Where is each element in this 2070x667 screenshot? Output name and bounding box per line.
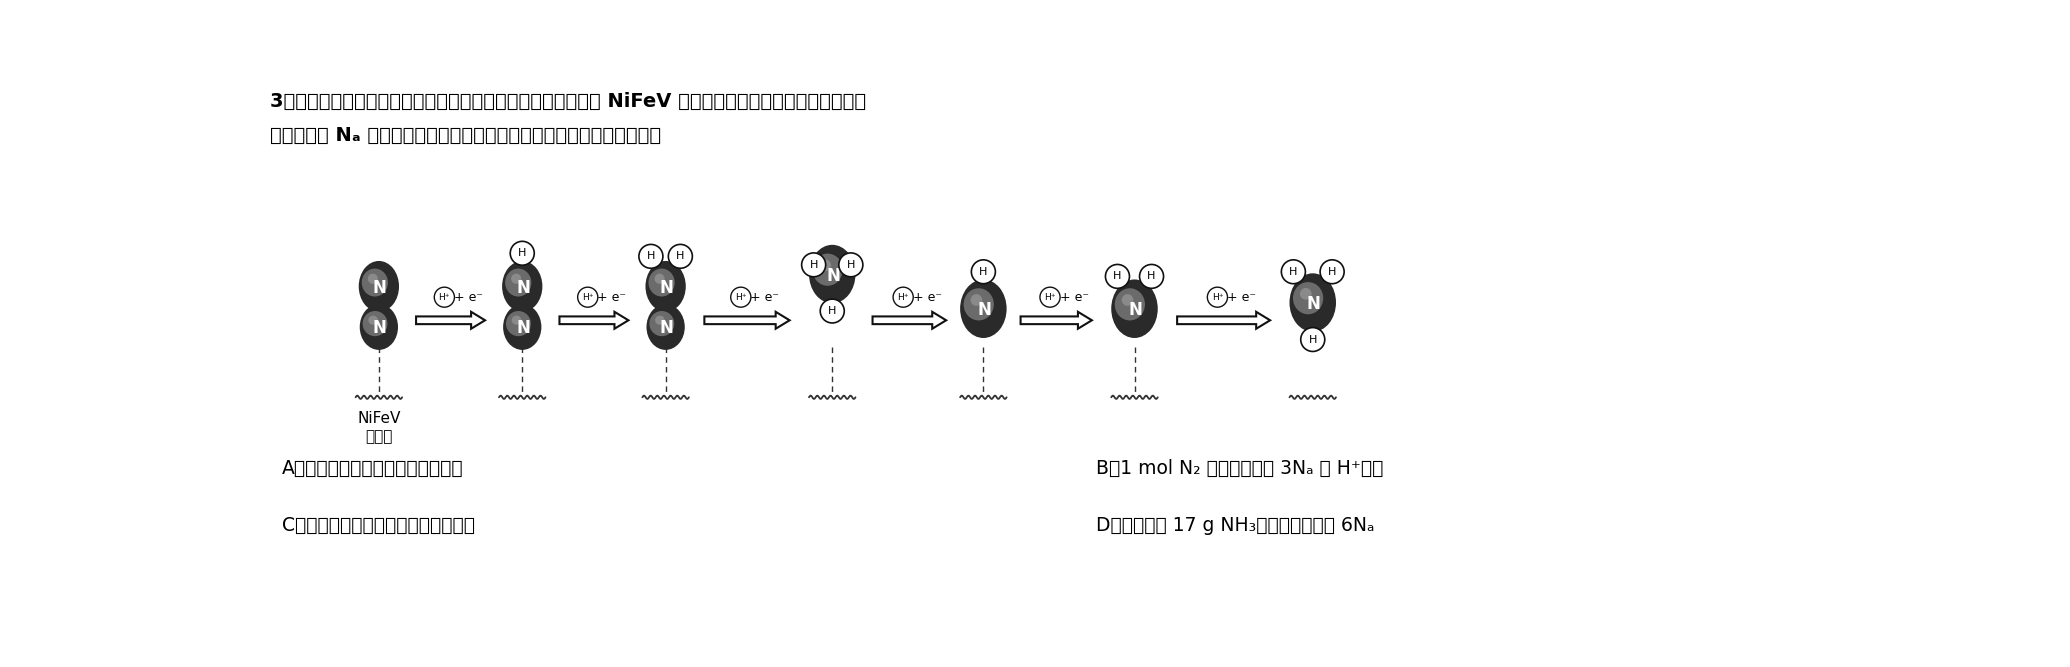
Text: + e⁻: + e⁻ — [1060, 291, 1089, 303]
Circle shape — [640, 244, 662, 268]
Circle shape — [892, 287, 913, 307]
Text: B．1 mol N₂ 反应最多消耗 3Nₐ 个 H⁺离子: B．1 mol N₂ 反应最多消耗 3Nₐ 个 H⁺离子 — [1095, 460, 1383, 478]
Text: H: H — [1147, 271, 1155, 281]
Text: N: N — [660, 279, 673, 297]
Ellipse shape — [1290, 273, 1335, 331]
Text: H: H — [809, 260, 818, 270]
Ellipse shape — [368, 273, 379, 284]
Text: + e⁻: + e⁻ — [913, 291, 942, 303]
Ellipse shape — [362, 269, 387, 297]
Text: H: H — [1308, 335, 1317, 345]
Ellipse shape — [1294, 282, 1323, 314]
Text: N: N — [826, 267, 840, 285]
Ellipse shape — [368, 315, 379, 325]
Ellipse shape — [809, 245, 855, 303]
Text: H⁺: H⁺ — [582, 293, 594, 301]
Text: N: N — [373, 319, 387, 338]
Ellipse shape — [505, 269, 532, 297]
Text: H: H — [1114, 271, 1122, 281]
Circle shape — [509, 241, 534, 265]
Text: N: N — [515, 319, 530, 338]
Ellipse shape — [965, 288, 994, 320]
Circle shape — [838, 253, 863, 277]
FancyArrow shape — [416, 311, 484, 329]
Text: 示意图。设 Nₐ 为阿佛加德罗常数的值。关于该电催化过程叙述正确的是: 示意图。设 Nₐ 为阿佛加德罗常数的值。关于该电催化过程叙述正确的是 — [271, 125, 662, 145]
Ellipse shape — [1112, 279, 1157, 338]
Text: H: H — [1290, 267, 1298, 277]
Text: N: N — [1128, 301, 1143, 319]
Text: N: N — [515, 279, 530, 297]
Text: NiFeV: NiFeV — [358, 411, 402, 426]
Circle shape — [820, 299, 845, 323]
FancyArrow shape — [559, 311, 629, 329]
Text: N: N — [977, 301, 992, 319]
Text: H⁺: H⁺ — [735, 293, 747, 301]
Text: A．该反应是在强碱性条件下进行的: A．该反应是在强碱性条件下进行的 — [282, 460, 464, 478]
Text: H: H — [979, 267, 987, 277]
Text: N: N — [1306, 295, 1321, 313]
Circle shape — [1321, 260, 1343, 283]
Text: H⁺: H⁺ — [439, 293, 449, 301]
Circle shape — [801, 253, 826, 277]
Text: 催化剂: 催化剂 — [364, 430, 393, 445]
Text: N: N — [660, 319, 673, 338]
Ellipse shape — [646, 261, 685, 311]
Text: D．每当产生 17 g NH₃，转移电子数为 6Nₐ: D．每当产生 17 g NH₃，转移电子数为 6Nₐ — [1095, 516, 1374, 536]
Ellipse shape — [1122, 294, 1134, 305]
Ellipse shape — [1300, 288, 1312, 299]
Ellipse shape — [511, 273, 522, 284]
Ellipse shape — [820, 259, 830, 271]
Text: H⁺: H⁺ — [1043, 293, 1056, 301]
Circle shape — [435, 287, 455, 307]
Text: N: N — [373, 279, 387, 297]
Circle shape — [1281, 260, 1306, 283]
Text: + e⁻: + e⁻ — [453, 291, 482, 303]
Ellipse shape — [646, 304, 685, 350]
Text: H: H — [847, 260, 855, 270]
Text: C．反应中间产物为不同的氮氢化合物: C．反应中间产物为不同的氮氢化合物 — [282, 516, 474, 536]
FancyArrow shape — [1178, 311, 1271, 329]
Text: + e⁻: + e⁻ — [749, 291, 778, 303]
Circle shape — [1039, 287, 1060, 307]
Ellipse shape — [503, 304, 542, 350]
Text: H⁺: H⁺ — [898, 293, 909, 301]
Text: 3、近期，我国研究人员报道了温和条件下实现固氮的一类三元 NiFeV 催化剂，下图为其电催化固氮的机理: 3、近期，我国研究人员报道了温和条件下实现固氮的一类三元 NiFeV 催化剂，下… — [271, 91, 867, 111]
Text: H: H — [646, 251, 654, 261]
Circle shape — [669, 244, 691, 268]
FancyArrow shape — [704, 311, 789, 329]
FancyArrow shape — [1021, 311, 1091, 329]
Circle shape — [1105, 264, 1130, 288]
Circle shape — [1141, 264, 1163, 288]
Ellipse shape — [648, 269, 675, 297]
Ellipse shape — [654, 315, 664, 325]
Text: + e⁻: + e⁻ — [1228, 291, 1256, 303]
Ellipse shape — [360, 304, 397, 350]
Ellipse shape — [971, 294, 981, 305]
Circle shape — [1207, 287, 1228, 307]
Text: H: H — [1329, 267, 1337, 277]
Circle shape — [971, 260, 996, 283]
Ellipse shape — [503, 261, 542, 311]
Ellipse shape — [358, 261, 400, 311]
Ellipse shape — [511, 315, 522, 325]
Circle shape — [1300, 327, 1325, 352]
Text: H: H — [518, 248, 526, 258]
Ellipse shape — [362, 311, 387, 336]
Text: + e⁻: + e⁻ — [598, 291, 627, 303]
Circle shape — [578, 287, 598, 307]
Ellipse shape — [814, 253, 842, 285]
Ellipse shape — [650, 311, 675, 336]
Circle shape — [731, 287, 751, 307]
Text: H: H — [828, 306, 836, 316]
Ellipse shape — [654, 273, 664, 284]
FancyArrow shape — [874, 311, 946, 329]
Ellipse shape — [960, 279, 1006, 338]
Ellipse shape — [1116, 288, 1145, 320]
Text: H: H — [677, 251, 685, 261]
Ellipse shape — [505, 311, 530, 336]
Text: H⁺: H⁺ — [1211, 293, 1223, 301]
